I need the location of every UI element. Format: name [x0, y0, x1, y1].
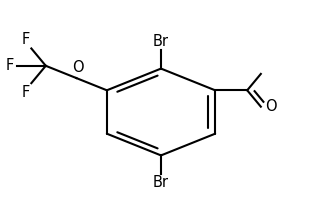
Text: O: O — [265, 99, 276, 114]
Text: F: F — [22, 32, 30, 47]
Text: O: O — [72, 60, 84, 75]
Text: F: F — [22, 85, 30, 100]
Text: Br: Br — [153, 175, 169, 190]
Text: F: F — [6, 58, 14, 73]
Text: Br: Br — [153, 34, 169, 49]
